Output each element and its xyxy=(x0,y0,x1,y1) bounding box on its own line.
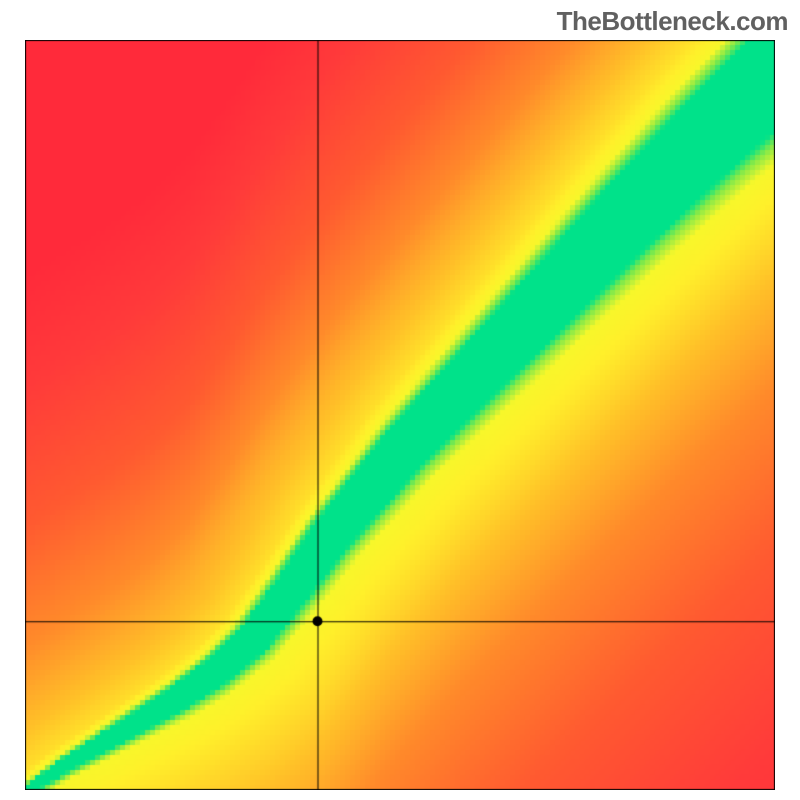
bottleneck-heatmap xyxy=(25,40,775,790)
heatmap-canvas xyxy=(25,40,775,790)
watermark-text: TheBottleneck.com xyxy=(557,6,788,37)
